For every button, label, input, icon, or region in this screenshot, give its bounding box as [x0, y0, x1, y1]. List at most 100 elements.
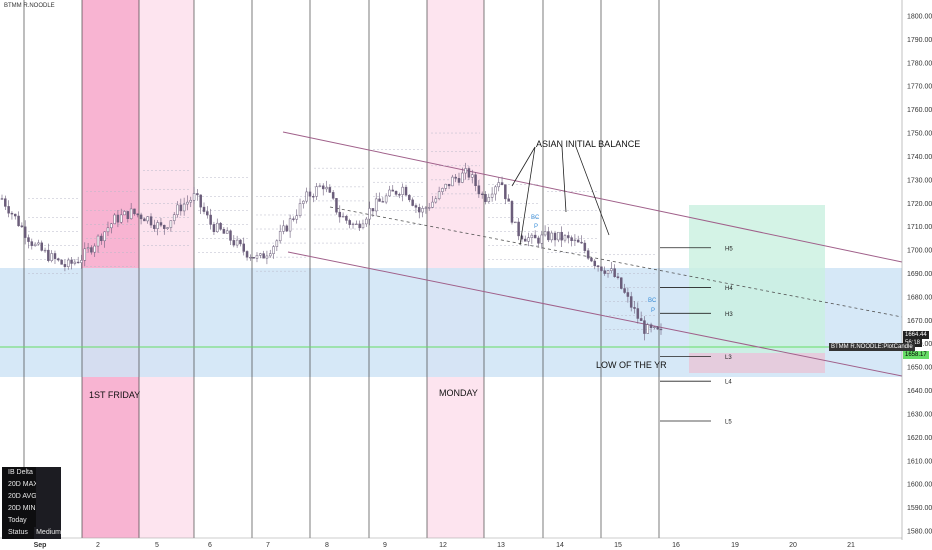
candle-body [477, 185, 481, 195]
stats-row: 20D MIN [2, 503, 61, 515]
candle-body [80, 260, 83, 263]
price-tick-label: 1730.00 [907, 177, 932, 184]
candle-body [576, 239, 580, 243]
candle-body [206, 211, 209, 216]
price-tick-label: 1640.00 [907, 388, 932, 395]
price-tick-label: 1610.00 [907, 458, 932, 465]
candle-body [176, 204, 179, 215]
candle-body [149, 216, 153, 226]
candle-body [497, 182, 500, 188]
candle-body [653, 326, 656, 328]
candle-body [66, 259, 70, 267]
candle-body [620, 277, 623, 289]
candle-body [338, 211, 342, 218]
price-tick-label: 1680.00 [907, 294, 932, 301]
candle-body [328, 187, 332, 193]
candle-body [308, 191, 312, 197]
candle-body [490, 193, 494, 198]
candle-body [411, 199, 414, 206]
price-tick-label: 1580.00 [907, 529, 932, 536]
candle-body [510, 201, 514, 223]
candle-body [494, 186, 497, 195]
candle-body [119, 214, 123, 223]
candle-body [484, 194, 487, 202]
stats-key: IB Delta [8, 469, 33, 476]
asian-ib-annotation: ASIAN INITIAL BALANCE [536, 139, 640, 149]
price-tick-label: 1750.00 [907, 131, 932, 138]
candle-body [560, 231, 563, 241]
candle-body [60, 259, 63, 265]
candle-body [457, 178, 461, 183]
candle-body [235, 239, 239, 246]
candle-body [530, 234, 534, 238]
candle-body [454, 176, 457, 179]
candle-body [388, 189, 391, 197]
candle-body [659, 328, 663, 331]
price-tick-label: 1700.00 [907, 248, 932, 255]
candle-body [10, 212, 14, 215]
candle-body [209, 214, 212, 225]
price-tick-label: 1590.00 [907, 505, 932, 512]
candle-body [557, 231, 560, 241]
candle-body [381, 201, 385, 203]
candle-body [93, 245, 96, 253]
stats-value [36, 491, 61, 503]
candle-body [606, 270, 610, 274]
candle-body [156, 222, 159, 229]
candle-body [133, 208, 136, 215]
candle-body [225, 230, 229, 234]
candle-body [527, 237, 530, 242]
candle-body [365, 218, 368, 225]
candle-body [378, 198, 381, 202]
candle-body [646, 324, 650, 334]
stats-key: Status [8, 529, 28, 536]
candle-body [341, 215, 345, 218]
candle-body [590, 258, 593, 262]
candle-body [371, 208, 375, 212]
candle-body [0, 198, 4, 200]
candle-body [229, 230, 232, 241]
price-tick-label: 1630.00 [907, 411, 932, 418]
candle-body [315, 186, 318, 197]
candle-body [216, 222, 219, 233]
candle-body [613, 268, 616, 277]
candle-body [470, 174, 474, 178]
candlesticks [0, 162, 663, 341]
channel-lower [287, 251, 903, 377]
candle-body [4, 198, 7, 207]
candle-body [321, 185, 325, 190]
time-tick-label: 16 [672, 542, 680, 549]
candle-body [580, 241, 583, 244]
candle-body [239, 239, 242, 245]
symbol-label: BTMM R.NOODLE [4, 3, 55, 9]
candle-body [23, 226, 27, 238]
candle-body [245, 251, 249, 258]
first-friday-label: 1ST FRIDAY [89, 390, 140, 400]
stats-row: 20D AVG [2, 491, 61, 503]
candle-body [401, 186, 404, 195]
candle-body [431, 201, 434, 208]
time-axis[interactable]: Sep 2 5 6 7 8 9 12 13 14 15 16 19 20 21 [0, 537, 902, 549]
time-tick-label: 6 [208, 542, 212, 549]
time-tick-label: Sep [34, 542, 47, 549]
candle-body [610, 268, 613, 271]
p-label-2: P [651, 308, 655, 314]
candle-body [232, 240, 236, 246]
pivot-level-label: H5 [725, 246, 733, 252]
candle-body [441, 188, 444, 192]
candle-body [285, 225, 289, 232]
candle-body [656, 326, 659, 330]
candle-body [384, 195, 388, 203]
p-label-1: P [534, 224, 538, 230]
bc-label-2: BC [648, 298, 657, 304]
candle-body [255, 255, 259, 259]
candle-body [63, 264, 67, 267]
price-axis[interactable]: 1580.00 1590.00 1600.00 1610.00 1620.00 1630.… [901, 0, 932, 550]
candle-body [374, 198, 378, 212]
indicator-tag: BTMM R.NOODLE:PlotCandle [829, 343, 915, 351]
candle-body [265, 255, 269, 259]
channel-mid-dashed [329, 206, 903, 318]
candle-body [563, 235, 567, 241]
pivot-level-label: L5 [725, 419, 732, 425]
